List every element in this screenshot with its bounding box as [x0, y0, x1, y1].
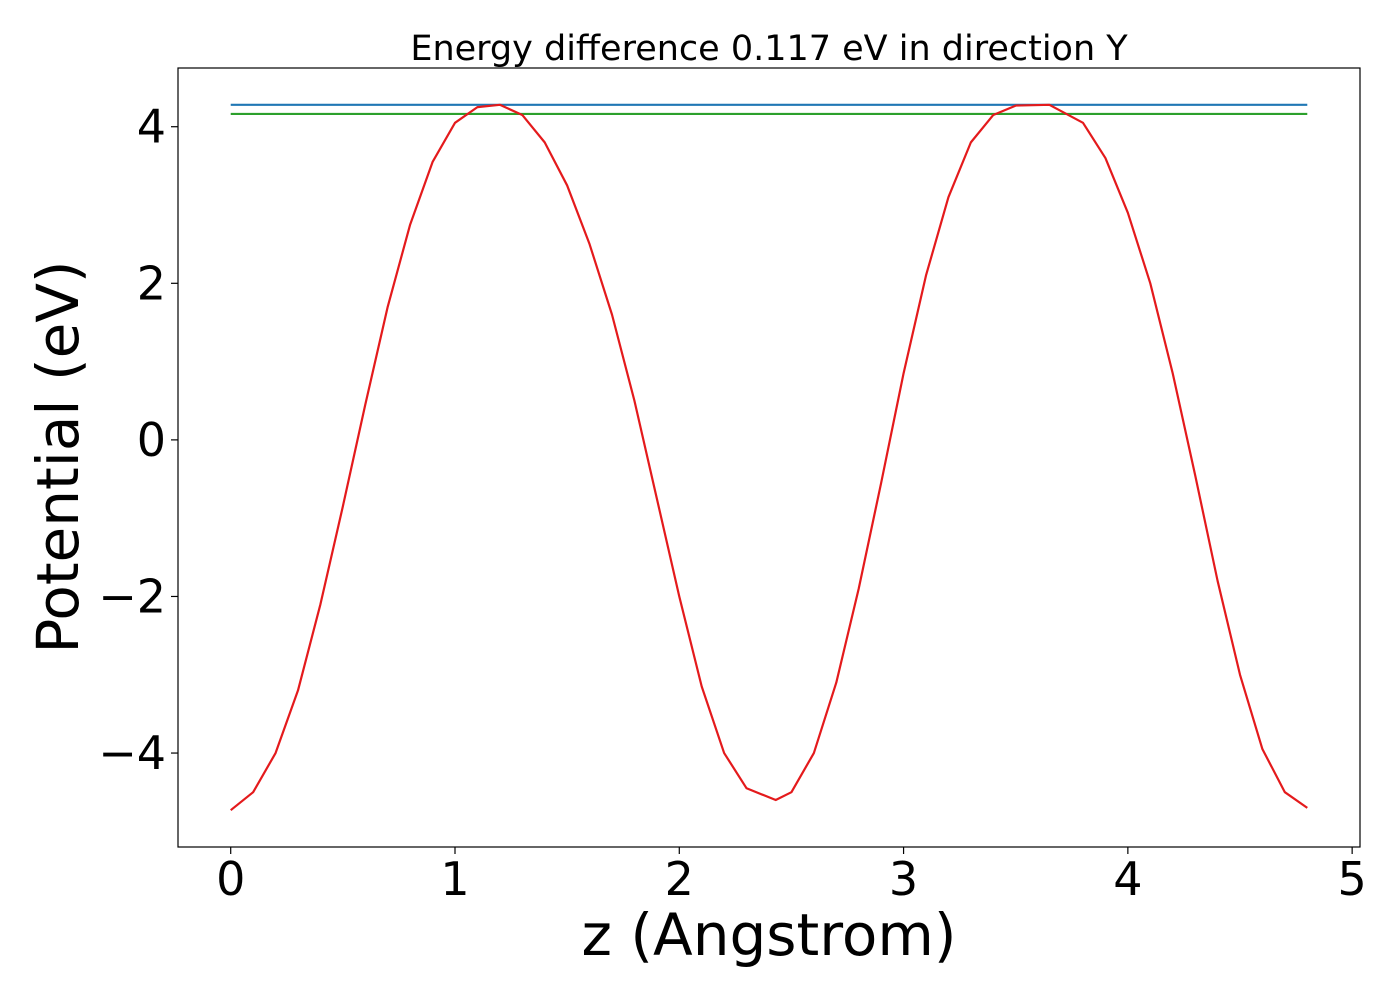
- y-tick-label: −4: [98, 726, 166, 780]
- x-tick-label: 4: [1113, 852, 1142, 906]
- y-tick-label: 0: [137, 413, 166, 467]
- plot-frame: [177, 67, 1361, 848]
- x-tick-label: 0: [216, 852, 245, 906]
- x-tick-label: 5: [1338, 852, 1367, 906]
- y-tick-label: 2: [137, 256, 166, 310]
- x-tick-label: 3: [889, 852, 918, 906]
- x-tick-label: 2: [665, 852, 694, 906]
- series-layer: [230, 103, 1308, 812]
- y-tick-label: −2: [98, 569, 166, 623]
- series-line-3: [230, 103, 1308, 812]
- chart-title: Energy difference 0.117 eV in direction …: [410, 29, 1128, 69]
- y-axis-title: Potential (eV): [24, 260, 92, 653]
- x-axis-title: z (Angstrom): [582, 901, 957, 969]
- ticks-layer: 0 1 2 3 4 5 −4 −2 0 2 4: [98, 100, 1367, 906]
- y-tick-label: 4: [137, 100, 166, 154]
- x-tick-label: 1: [440, 852, 469, 906]
